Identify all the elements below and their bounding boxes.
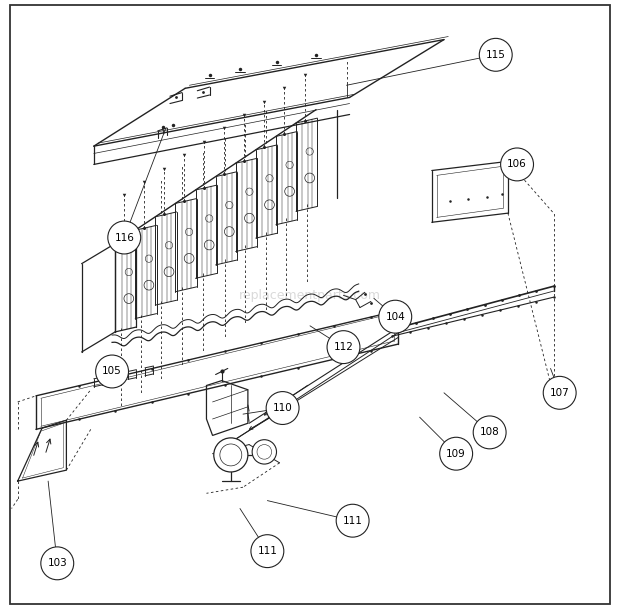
Circle shape [327, 331, 360, 364]
Text: 110: 110 [273, 403, 293, 413]
Text: 111: 111 [343, 516, 363, 526]
Circle shape [252, 440, 277, 464]
Text: 103: 103 [47, 558, 67, 568]
Circle shape [266, 392, 299, 424]
Circle shape [440, 437, 472, 470]
Text: 107: 107 [550, 388, 570, 398]
Text: 105: 105 [102, 367, 122, 376]
Text: 106: 106 [507, 160, 527, 169]
Circle shape [543, 376, 576, 409]
Circle shape [473, 416, 506, 449]
Circle shape [500, 148, 533, 181]
Text: 112: 112 [334, 342, 353, 352]
Circle shape [251, 535, 284, 568]
Circle shape [214, 438, 248, 472]
Text: replacementparts.com: replacementparts.com [239, 289, 381, 302]
Circle shape [41, 547, 74, 580]
Text: 104: 104 [386, 312, 405, 322]
Text: 116: 116 [114, 233, 134, 242]
Text: 109: 109 [446, 449, 466, 459]
Text: 108: 108 [480, 428, 500, 437]
Text: 115: 115 [486, 50, 506, 60]
Circle shape [336, 504, 369, 537]
Circle shape [95, 355, 128, 388]
Text: 111: 111 [257, 546, 277, 556]
Circle shape [379, 300, 412, 333]
Circle shape [108, 221, 141, 254]
Circle shape [479, 38, 512, 71]
